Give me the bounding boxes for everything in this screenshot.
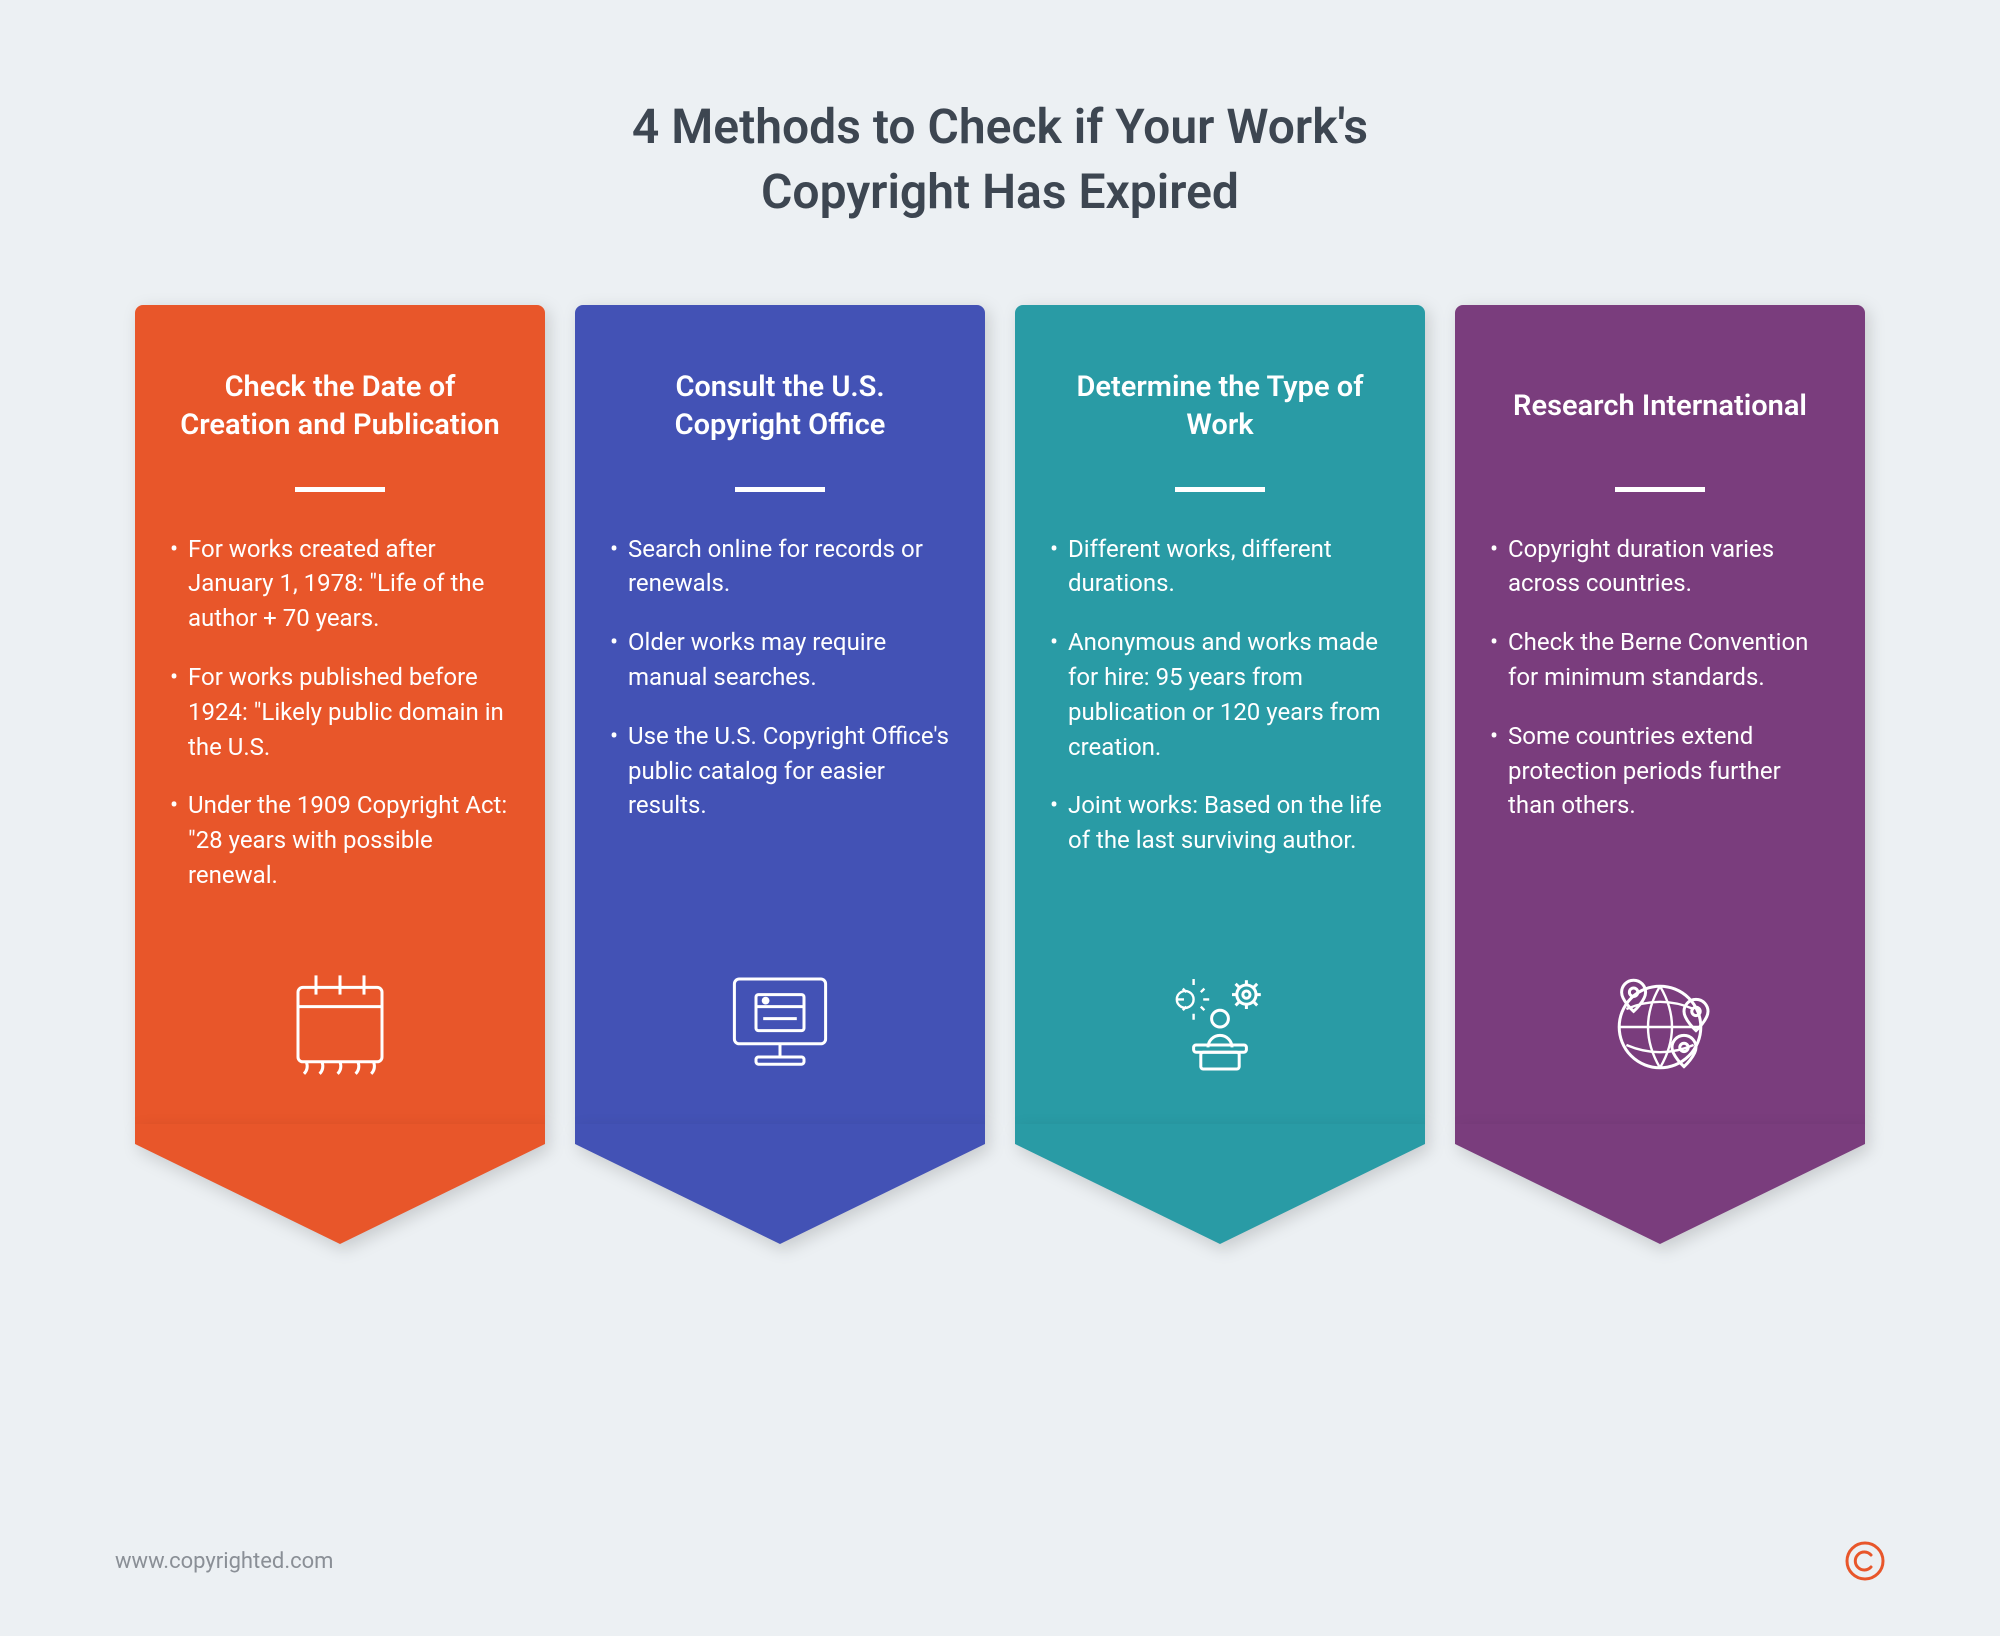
bullet-item: Under the 1909 Copyright Act: "28 years … bbox=[170, 788, 510, 892]
bullet-item: Use the U.S. Copyright Office's public c… bbox=[610, 719, 950, 823]
bullet-list: Search online for records or renewals. Ol… bbox=[610, 532, 950, 961]
bullet-list: For works created after January 1, 1978:… bbox=[170, 532, 510, 961]
card-divider bbox=[735, 487, 825, 492]
bullet-item: Different works, different durations. bbox=[1050, 532, 1390, 602]
bullet-list: Copyright duration varies across countri… bbox=[1490, 532, 1830, 961]
footer-url: www.copyrighted.com bbox=[115, 1549, 333, 1574]
calendar-icon bbox=[170, 961, 510, 1085]
title-line-1: 4 Methods to Check if Your Work's bbox=[632, 98, 1368, 155]
cards-row: Check the Date of Creation and Publicati… bbox=[0, 305, 2000, 1248]
worker-icon bbox=[1050, 961, 1390, 1085]
card-divider bbox=[1615, 487, 1705, 492]
card-divider bbox=[295, 487, 385, 492]
bullet-item: For works published before 1924: "Likely… bbox=[170, 660, 510, 764]
bullet-item: Search online for records or renewals. bbox=[610, 532, 950, 602]
card-title: Determine the Type of Work bbox=[1050, 350, 1390, 465]
card-chevron bbox=[1015, 1124, 1425, 1244]
method-card: Determine the Type of Work Different wor… bbox=[1015, 305, 1425, 1248]
copyright-logo-icon bbox=[1845, 1541, 1885, 1581]
method-card: Research International Copyright duratio… bbox=[1455, 305, 1865, 1248]
method-card: Check the Date of Creation and Publicati… bbox=[135, 305, 545, 1248]
footer: www.copyrighted.com bbox=[115, 1541, 1885, 1581]
title-line-2: Copyright Has Expired bbox=[761, 163, 1239, 220]
card-chevron bbox=[575, 1124, 985, 1244]
bullet-item: Older works may require manual searches. bbox=[610, 625, 950, 695]
card-title: Consult the U.S. Copyright Office bbox=[610, 350, 950, 465]
card-title: Research International bbox=[1490, 350, 1830, 465]
bullet-item: Copyright duration varies across countri… bbox=[1490, 532, 1830, 602]
card-chevron bbox=[135, 1124, 545, 1244]
bullet-item: Anonymous and works made for hire: 95 ye… bbox=[1050, 625, 1390, 764]
card-chevron bbox=[1455, 1124, 1865, 1244]
globe-icon bbox=[1490, 961, 1830, 1085]
bullet-item: Check the Berne Convention for minimum s… bbox=[1490, 625, 1830, 695]
bullet-list: Different works, different durations. Ano… bbox=[1050, 532, 1390, 961]
bullet-item: Some countries extend protection periods… bbox=[1490, 719, 1830, 823]
monitor-icon bbox=[610, 961, 950, 1085]
page-title: 4 Methods to Check if Your Work's Copyri… bbox=[0, 95, 2000, 225]
card-divider bbox=[1175, 487, 1265, 492]
method-card: Consult the U.S. Copyright Office Search… bbox=[575, 305, 985, 1248]
bullet-item: Joint works: Based on the life of the la… bbox=[1050, 788, 1390, 858]
bullet-item: For works created after January 1, 1978:… bbox=[170, 532, 510, 636]
card-title: Check the Date of Creation and Publicati… bbox=[170, 350, 510, 465]
